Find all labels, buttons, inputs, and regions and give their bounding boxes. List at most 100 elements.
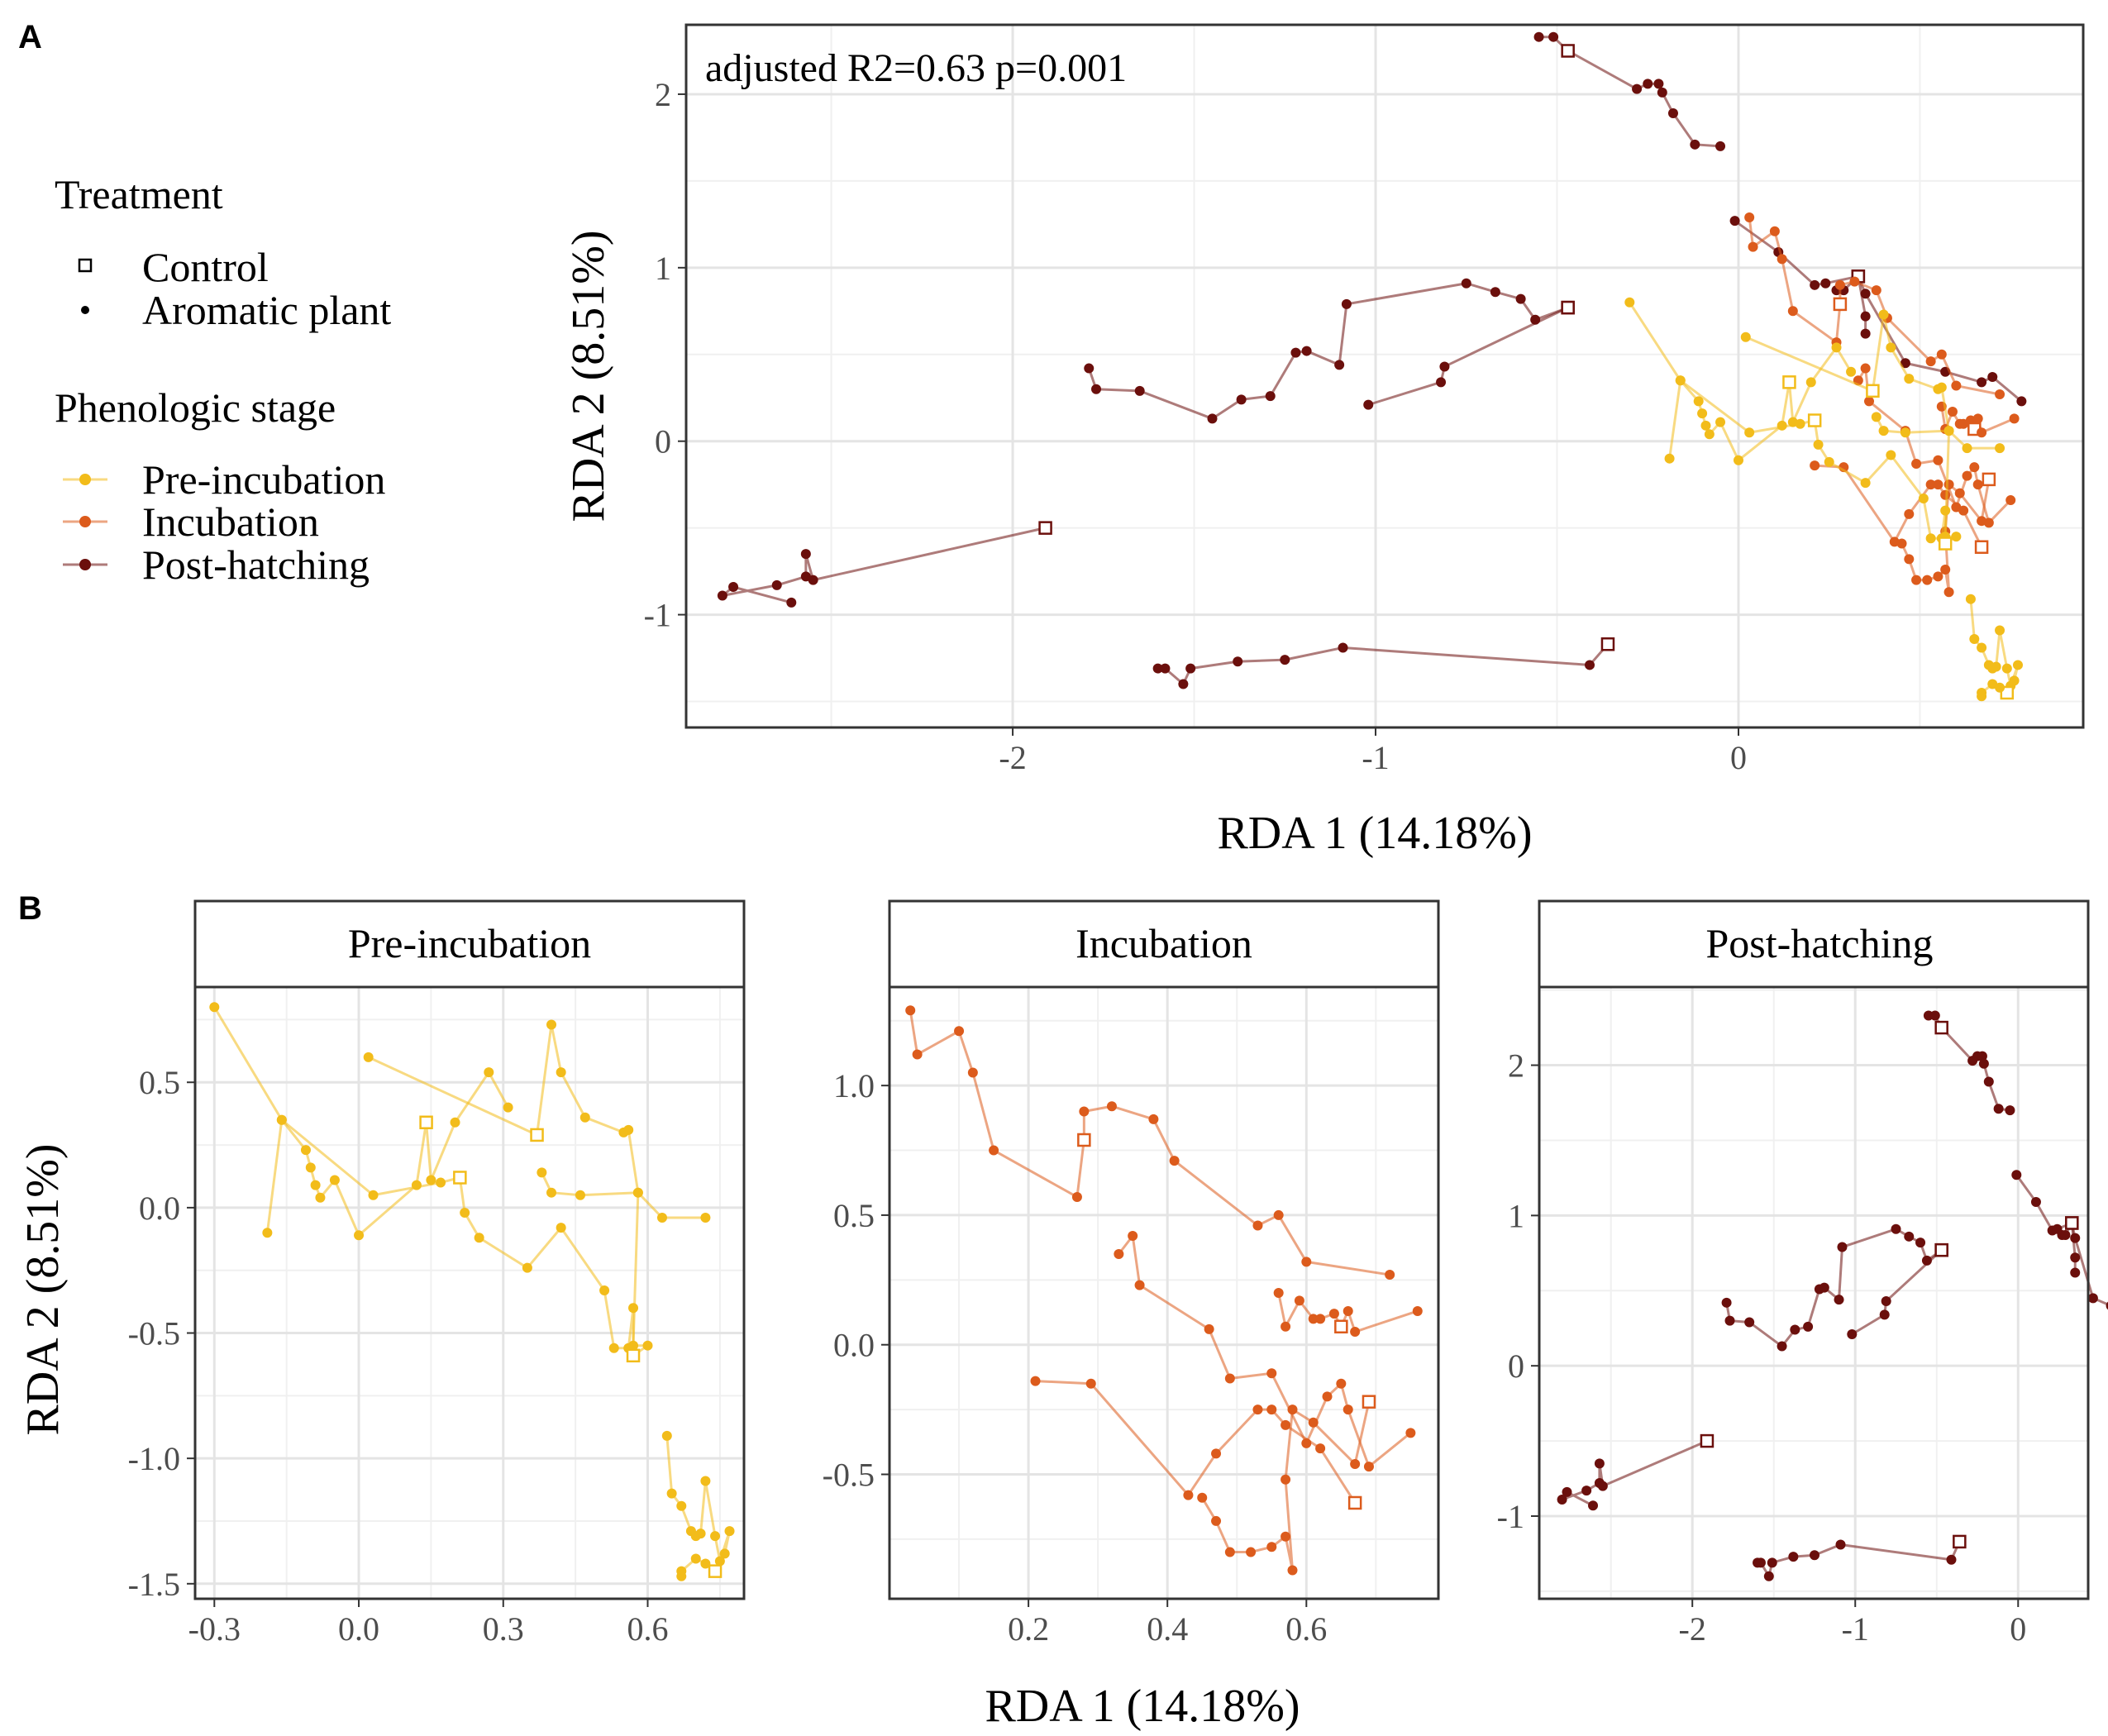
panel-label-b: B [18,890,42,927]
data-point-pre [329,1175,340,1185]
data-point-post [1341,298,1352,309]
data-point-pre [1831,342,1842,353]
data-point-post [1643,79,1653,89]
legend-post-dot [79,559,91,570]
data-point-inc [1958,505,1969,516]
data-point-pre [522,1262,532,1273]
data-point-post [1987,372,1998,383]
data-point-pre [1951,532,1962,542]
data-point-inc [1744,212,1755,222]
control-point-post [1934,1020,1948,1035]
panel-label-a: A [18,19,42,55]
data-point-inc [1943,479,1954,490]
data-point-post [1363,399,1374,410]
data-point-post [1993,1104,2004,1114]
data-point-pre [623,1124,634,1135]
panel-b-strip-post: Post-hatching [1706,920,1934,966]
data-point-post [1490,287,1500,298]
data-point-inc [1211,1448,1222,1459]
data-point-inc [1106,1101,1117,1112]
data-point-post [2070,1267,2081,1278]
data-point-pre [1697,408,1708,419]
data-point-pre [556,1067,566,1078]
data-point-post [2060,1230,2071,1240]
data-point-post [1185,663,1196,674]
data-point-pre [1878,426,1889,436]
data-point-pre [1995,625,2005,636]
legend-aromatic-label: Aromatic plant [142,287,391,333]
data-point-inc [2009,413,2020,424]
data-point-pre [276,1114,287,1125]
data-point-pre [661,1430,672,1441]
data-point-inc [1947,407,1958,417]
legend-pre-dot [79,474,91,485]
data-point-inc [1748,241,1758,252]
data-point-inc [1204,1323,1214,1334]
control-point-pre [1807,413,1822,427]
data-point-pre [1878,309,1889,320]
x-tick-label: 0.2 [1008,1610,1049,1648]
data-point-pre [1900,427,1910,438]
data-point-inc [1933,571,1943,582]
data-point-inc [1266,1542,1277,1552]
x-tick-label: -1 [1362,739,1389,776]
data-point-post [1721,1297,1732,1308]
data-point-pre [1995,443,2005,454]
data-point-inc [1308,1417,1319,1428]
data-point-post [2030,1197,2041,1207]
panel-a-ylabel: RDA 2 (8.51%) [563,230,614,522]
data-point-post [1983,1076,1994,1087]
data-point-inc [1246,1547,1257,1557]
data-point-pre [1715,417,1726,427]
data-point-inc [1301,1257,1312,1267]
y-tick-label: -0.5 [823,1456,875,1493]
data-point-pre [676,1571,687,1581]
control-point-post [2065,1216,2079,1230]
data-point-inc [912,1049,923,1060]
data-point-inc [1252,1220,1263,1231]
plot-background [889,987,1438,1599]
data-point-pre [628,1340,639,1351]
control-point-inc [1077,1133,1091,1147]
data-point-pre [436,1177,446,1188]
data-point-inc [1911,458,1922,469]
data-point-post [1900,358,1910,369]
data-point-pre [300,1145,311,1156]
series-line-post [1538,36,1721,148]
data-point-inc [1294,1295,1304,1306]
data-point-inc [1281,1474,1291,1485]
data-point-pre [363,1052,374,1062]
data-point-post [2070,1233,2081,1243]
data-point-inc [2005,495,2016,506]
data-point-pre [537,1167,547,1178]
data-point-pre [1943,426,1954,436]
data-point-inc [1287,1405,1298,1415]
plot-border [684,23,2085,729]
data-point-post [1820,278,1831,289]
data-point-post [1160,663,1171,674]
data-point-pre [1805,377,1816,388]
y-tick-label: 0.5 [139,1064,180,1101]
data-point-inc [1977,427,1987,438]
data-point-post [1744,1317,1755,1328]
data-point-inc [1962,470,1972,481]
data-point-post [1594,1458,1605,1469]
data-point-inc [1864,396,1875,407]
data-point-inc [1085,1378,1096,1389]
data-point-pre [556,1223,566,1233]
x-tick-label: 0.0 [338,1610,379,1648]
data-point-inc [1281,1321,1291,1332]
series-line-pre [665,1435,732,1576]
data-point-post [1977,1051,1987,1061]
data-point-inc [1922,575,1933,585]
control-point-inc [1974,540,1989,554]
data-point-post [1915,1238,1926,1248]
data-point-post [1667,108,1678,119]
data-point-inc [1322,1391,1333,1402]
data-point-pre [460,1207,470,1218]
data-point-pre [642,1340,653,1351]
data-point-post [1436,377,1447,388]
data-point-post [1810,279,1820,290]
data-point-inc [1954,488,1965,498]
y-tick-label: -1.5 [128,1566,180,1603]
